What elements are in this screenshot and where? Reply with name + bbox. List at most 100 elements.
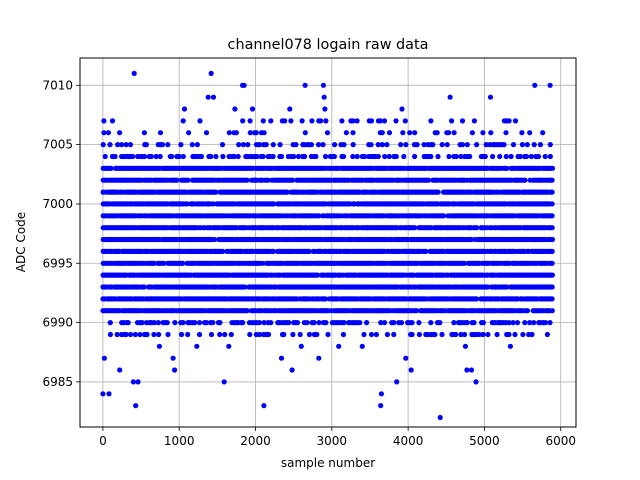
data-point (462, 343, 468, 349)
data-point (141, 130, 147, 136)
data-point (309, 118, 315, 124)
data-point (151, 260, 157, 266)
data-point (368, 118, 375, 124)
data-point (549, 248, 555, 254)
data-point (384, 142, 390, 148)
data-point (174, 177, 180, 183)
data-point (208, 331, 215, 338)
data-point (196, 331, 203, 338)
data-point (165, 142, 171, 148)
data-point (265, 331, 272, 338)
data-point (308, 142, 314, 148)
data-point (362, 153, 368, 160)
data-point (471, 320, 477, 326)
data-points (100, 70, 556, 421)
data-point (119, 142, 125, 148)
data-point (107, 320, 113, 326)
data-point (265, 177, 271, 183)
data-point (306, 248, 312, 254)
data-point (402, 118, 408, 124)
data-point (106, 391, 112, 397)
y-tick-label: 7000 (42, 197, 73, 211)
data-point (322, 106, 328, 112)
data-point (270, 142, 276, 148)
data-point (394, 379, 400, 385)
data-point (542, 320, 549, 326)
data-point (378, 391, 384, 397)
data-point (203, 130, 210, 136)
data-point (256, 331, 263, 338)
data-point (391, 331, 397, 338)
data-point (289, 177, 296, 183)
data-point (522, 177, 528, 183)
data-point (403, 355, 409, 361)
data-point (341, 320, 347, 326)
data-point (323, 320, 329, 326)
data-point (549, 177, 555, 183)
data-point (164, 320, 170, 326)
data-point (403, 142, 409, 148)
data-point (432, 331, 438, 338)
data-point (368, 331, 375, 338)
data-point (131, 70, 137, 76)
data-point (210, 94, 217, 100)
data-point (471, 118, 477, 124)
data-point (514, 320, 521, 326)
data-point (320, 142, 326, 148)
data-point (412, 225, 418, 231)
data-point (208, 153, 214, 160)
data-point (228, 331, 234, 338)
data-point (139, 320, 145, 326)
data-point (507, 343, 513, 349)
data-point (343, 130, 349, 136)
x-tick-label: 6000 (545, 434, 576, 448)
data-point (375, 153, 381, 160)
data-point (268, 118, 274, 124)
data-point (115, 142, 121, 148)
data-point (137, 331, 143, 338)
data-point (549, 272, 556, 278)
data-point (286, 320, 292, 326)
data-point (462, 331, 468, 338)
data-point (217, 320, 223, 326)
data-point (381, 118, 388, 124)
data-point (378, 320, 384, 326)
data-point (311, 320, 317, 326)
data-point (240, 320, 246, 326)
data-point (476, 331, 482, 338)
data-point (464, 320, 470, 326)
data-point (506, 320, 512, 326)
data-point (155, 320, 161, 326)
data-point (544, 331, 551, 338)
data-point (133, 403, 139, 409)
data-point (220, 153, 226, 160)
data-point (233, 130, 239, 136)
data-point (249, 106, 256, 112)
data-point (156, 331, 162, 338)
data-point (226, 343, 232, 349)
data-point (549, 225, 555, 231)
data-point (520, 331, 526, 338)
data-point (416, 320, 422, 326)
data-point (186, 130, 192, 136)
data-point (377, 118, 383, 124)
data-point (235, 153, 241, 160)
data-point (288, 118, 294, 124)
x-tick-label: 3000 (317, 434, 348, 448)
y-tick-label: 6995 (42, 256, 73, 270)
data-point (189, 142, 195, 148)
data-point (341, 153, 347, 160)
data-point (446, 153, 452, 160)
data-point (549, 284, 555, 290)
data-point (447, 94, 453, 100)
data-point (549, 260, 555, 266)
data-point (393, 118, 399, 124)
data-point (197, 118, 203, 124)
data-point (169, 153, 175, 160)
data-point (350, 130, 356, 136)
data-point (517, 153, 523, 160)
data-point (527, 130, 533, 136)
data-point (373, 331, 379, 338)
data-point (549, 213, 555, 219)
data-point (254, 153, 260, 160)
